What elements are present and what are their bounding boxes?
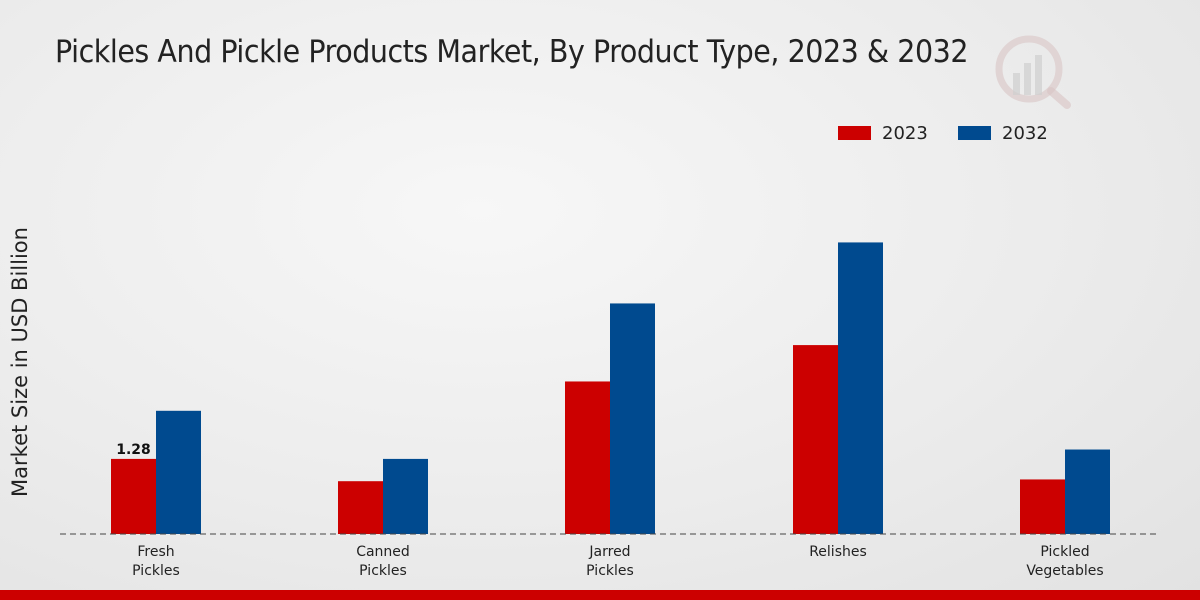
legend: 2023 2032 bbox=[838, 123, 1048, 144]
bar-2032-0 bbox=[156, 410, 201, 534]
chart-title: Pickles And Pickle Products Market, By P… bbox=[55, 34, 969, 70]
bar-2032-3 bbox=[838, 242, 883, 534]
legend-swatch-2023 bbox=[838, 126, 871, 140]
category-label-0: Fresh Pickles bbox=[132, 544, 180, 579]
bar-2023-3 bbox=[793, 345, 838, 534]
bottom-accent-bar bbox=[0, 590, 1200, 600]
data-label-0: 1.28 bbox=[116, 442, 151, 458]
bar-2032-1 bbox=[383, 458, 428, 534]
category-label-2: Jarred Pickles bbox=[586, 544, 634, 579]
brand-watermark-icon bbox=[995, 35, 1071, 109]
legend-swatch-2032 bbox=[958, 126, 991, 140]
category-label-1: Canned Pickles bbox=[356, 544, 410, 579]
y-axis-label: Market Size in USD Billion bbox=[8, 227, 32, 497]
category-labels: Fresh Pickles Canned Pickles Jarred Pickles Re… bbox=[132, 544, 1104, 579]
category-label-4: Pickled Vegetables bbox=[1026, 544, 1103, 579]
bar-2023-4 bbox=[1020, 479, 1065, 534]
category-label-3: Relishes bbox=[809, 544, 867, 560]
legend-label-2023: 2023 bbox=[882, 123, 928, 144]
legend-label-2032: 2032 bbox=[1002, 123, 1048, 144]
bar-2023-1 bbox=[338, 481, 383, 534]
bar-2023-0 bbox=[111, 458, 156, 534]
bar-2032-2 bbox=[610, 303, 655, 534]
bars-group: 1.28 bbox=[111, 242, 1110, 534]
bar-2023-2 bbox=[565, 381, 610, 534]
bar-2032-4 bbox=[1065, 449, 1110, 534]
